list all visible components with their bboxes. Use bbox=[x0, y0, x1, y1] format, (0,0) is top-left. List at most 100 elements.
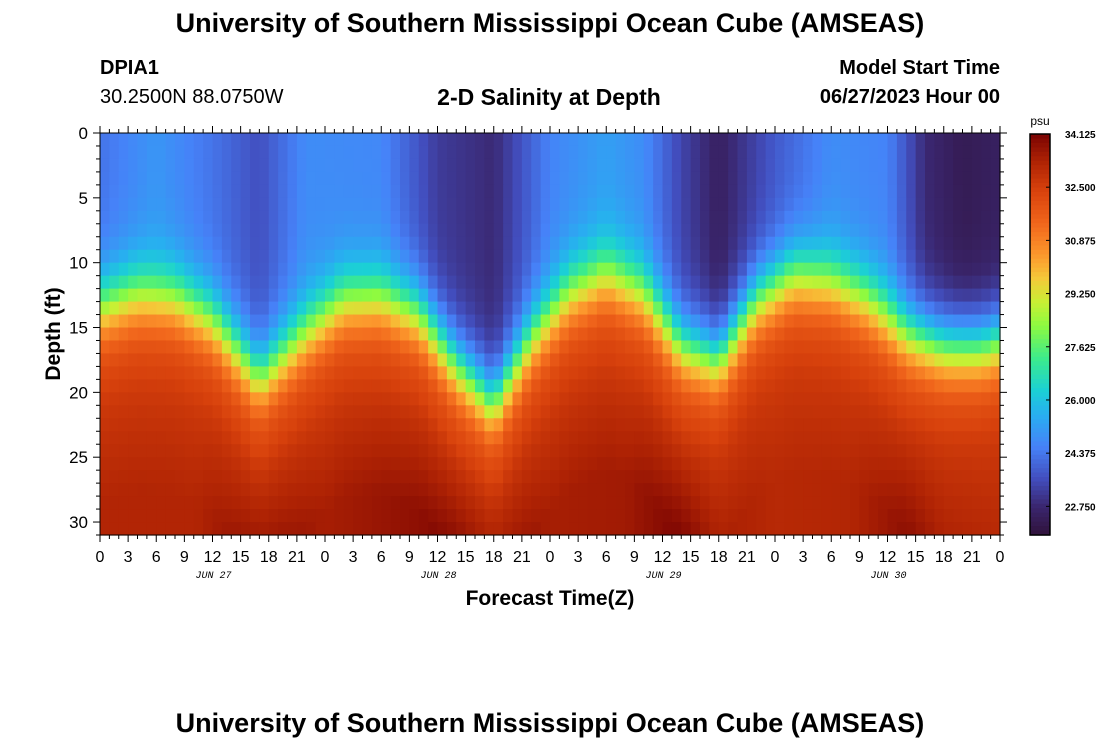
heatmap-cell bbox=[221, 327, 232, 342]
heatmap-cell bbox=[943, 145, 954, 160]
heatmap-cell bbox=[193, 314, 204, 329]
heatmap-cell bbox=[559, 210, 570, 225]
heatmap-cell bbox=[100, 340, 110, 355]
heatmap-cell bbox=[390, 145, 401, 160]
colorbar-cell bbox=[1030, 254, 1050, 260]
heatmap-cell bbox=[250, 457, 260, 471]
heatmap-cell bbox=[231, 431, 242, 445]
heatmap-cell bbox=[887, 171, 898, 186]
heatmap-cell bbox=[259, 288, 270, 303]
heatmap-cell bbox=[821, 249, 832, 264]
heatmap-cell bbox=[568, 184, 579, 199]
heatmap-cell bbox=[671, 301, 682, 316]
heatmap-cell bbox=[371, 145, 382, 160]
heatmap-cell bbox=[325, 133, 335, 147]
heatmap-cell bbox=[887, 366, 898, 380]
heatmap-cell bbox=[512, 340, 523, 355]
heatmap-cell bbox=[165, 418, 176, 432]
heatmap-cell bbox=[343, 418, 354, 432]
heatmap-cell bbox=[756, 223, 767, 238]
heatmap-cell bbox=[934, 249, 945, 264]
heatmap-cell bbox=[709, 314, 720, 329]
heatmap-cell bbox=[353, 496, 364, 510]
heatmap-cell bbox=[793, 496, 804, 510]
heatmap-cell bbox=[156, 171, 167, 186]
heatmap-cell bbox=[146, 353, 157, 368]
heatmap-cell bbox=[456, 301, 467, 316]
heatmap-cell bbox=[465, 470, 476, 484]
heatmap-cell bbox=[259, 133, 270, 147]
heatmap-cell bbox=[165, 249, 176, 264]
heatmap-cell bbox=[193, 249, 204, 264]
heatmap-cell bbox=[381, 353, 392, 368]
heatmap-cell bbox=[737, 249, 748, 264]
heatmap-cell bbox=[306, 197, 317, 212]
heatmap-cell bbox=[184, 145, 195, 160]
heatmap-cell bbox=[925, 262, 935, 277]
heatmap-cell bbox=[118, 366, 129, 380]
heatmap-cell bbox=[765, 405, 776, 419]
heatmap-cell bbox=[287, 171, 298, 186]
heatmap-cell bbox=[203, 236, 214, 251]
heatmap-cell bbox=[737, 145, 748, 160]
heatmap-cell bbox=[362, 392, 373, 406]
heatmap-cell bbox=[878, 340, 889, 355]
heatmap-cell bbox=[962, 470, 973, 484]
heatmap-cell bbox=[878, 496, 889, 510]
heatmap-cell bbox=[409, 392, 420, 406]
heatmap-cell bbox=[981, 288, 992, 303]
heatmap-cell bbox=[915, 392, 926, 406]
heatmap-cell bbox=[550, 249, 560, 264]
heatmap-cell bbox=[165, 483, 176, 497]
heatmap-cell bbox=[840, 340, 851, 355]
heatmap-cell bbox=[700, 158, 710, 173]
heatmap-cell bbox=[746, 379, 757, 393]
heatmap-cell bbox=[803, 431, 814, 445]
heatmap-cell bbox=[821, 197, 832, 212]
heatmap-cell bbox=[512, 379, 523, 393]
heatmap-cell bbox=[390, 275, 401, 290]
heatmap-cell bbox=[587, 275, 598, 290]
heatmap-cell bbox=[953, 249, 964, 264]
heatmap-cell bbox=[831, 457, 842, 471]
heatmap-cell bbox=[990, 444, 1001, 458]
y-tick-label: 20 bbox=[69, 383, 88, 402]
heatmap-cell bbox=[418, 457, 429, 471]
heatmap-cell bbox=[512, 314, 523, 329]
heatmap-cell bbox=[250, 275, 260, 290]
heatmap-cell bbox=[878, 236, 889, 251]
heatmap-cell bbox=[400, 275, 410, 290]
heatmap-cell bbox=[362, 457, 373, 471]
heatmap-cell bbox=[775, 158, 785, 173]
heatmap-cell bbox=[803, 197, 814, 212]
heatmap-cell bbox=[156, 145, 167, 160]
heatmap-cell bbox=[484, 457, 495, 471]
heatmap-cell bbox=[493, 431, 504, 445]
heatmap-cell bbox=[259, 431, 270, 445]
heatmap-cell bbox=[240, 366, 251, 380]
heatmap-cell bbox=[878, 275, 889, 290]
heatmap-cell bbox=[915, 366, 926, 380]
heatmap-cell bbox=[756, 171, 767, 186]
heatmap-cell bbox=[268, 327, 279, 342]
heatmap-cell bbox=[231, 327, 242, 342]
heatmap-cell bbox=[971, 223, 982, 238]
heatmap-cell bbox=[737, 223, 748, 238]
heatmap-cell bbox=[493, 236, 504, 251]
colorbar-cell bbox=[1030, 214, 1050, 220]
x-tick-label: 15 bbox=[907, 549, 925, 566]
heatmap-cell bbox=[456, 431, 467, 445]
heatmap-cell bbox=[831, 262, 842, 277]
colorbar-cell bbox=[1030, 174, 1050, 180]
heatmap-cell bbox=[887, 145, 898, 160]
heatmap-cell bbox=[362, 522, 373, 536]
heatmap-cell bbox=[165, 431, 176, 445]
heatmap-cell bbox=[184, 353, 195, 368]
heatmap-cell bbox=[259, 314, 270, 329]
heatmap-cell bbox=[109, 509, 120, 523]
heatmap-cell bbox=[287, 327, 298, 342]
heatmap-cell bbox=[971, 197, 982, 212]
heatmap-cell bbox=[709, 418, 720, 432]
heatmap-cell bbox=[296, 522, 307, 536]
heatmap-cell bbox=[409, 405, 420, 419]
